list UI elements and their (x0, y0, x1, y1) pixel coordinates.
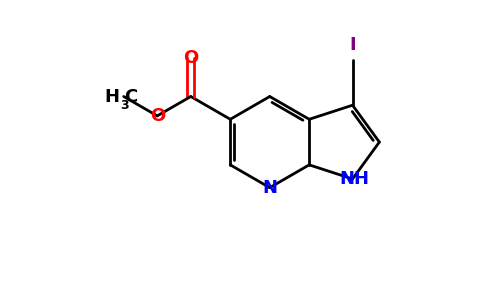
Text: O: O (183, 49, 198, 67)
Text: 3: 3 (120, 100, 128, 112)
Text: C: C (124, 88, 137, 106)
Text: O: O (150, 107, 165, 125)
Text: NH: NH (340, 170, 370, 188)
Text: I: I (349, 36, 356, 54)
Text: H: H (105, 88, 120, 106)
Text: N: N (262, 178, 277, 196)
